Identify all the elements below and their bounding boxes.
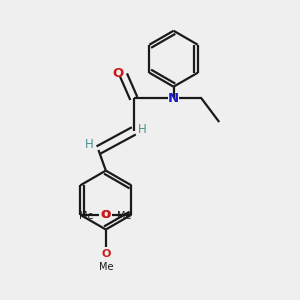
Text: O: O (112, 67, 124, 80)
Text: Me: Me (99, 262, 113, 272)
Text: H: H (138, 123, 146, 136)
Text: O: O (102, 210, 111, 220)
Text: Me: Me (79, 211, 94, 221)
Text: N: N (168, 92, 179, 105)
Text: O: O (101, 249, 110, 259)
Text: O: O (100, 210, 110, 220)
Text: H: H (85, 138, 94, 151)
Text: Me: Me (117, 211, 132, 221)
